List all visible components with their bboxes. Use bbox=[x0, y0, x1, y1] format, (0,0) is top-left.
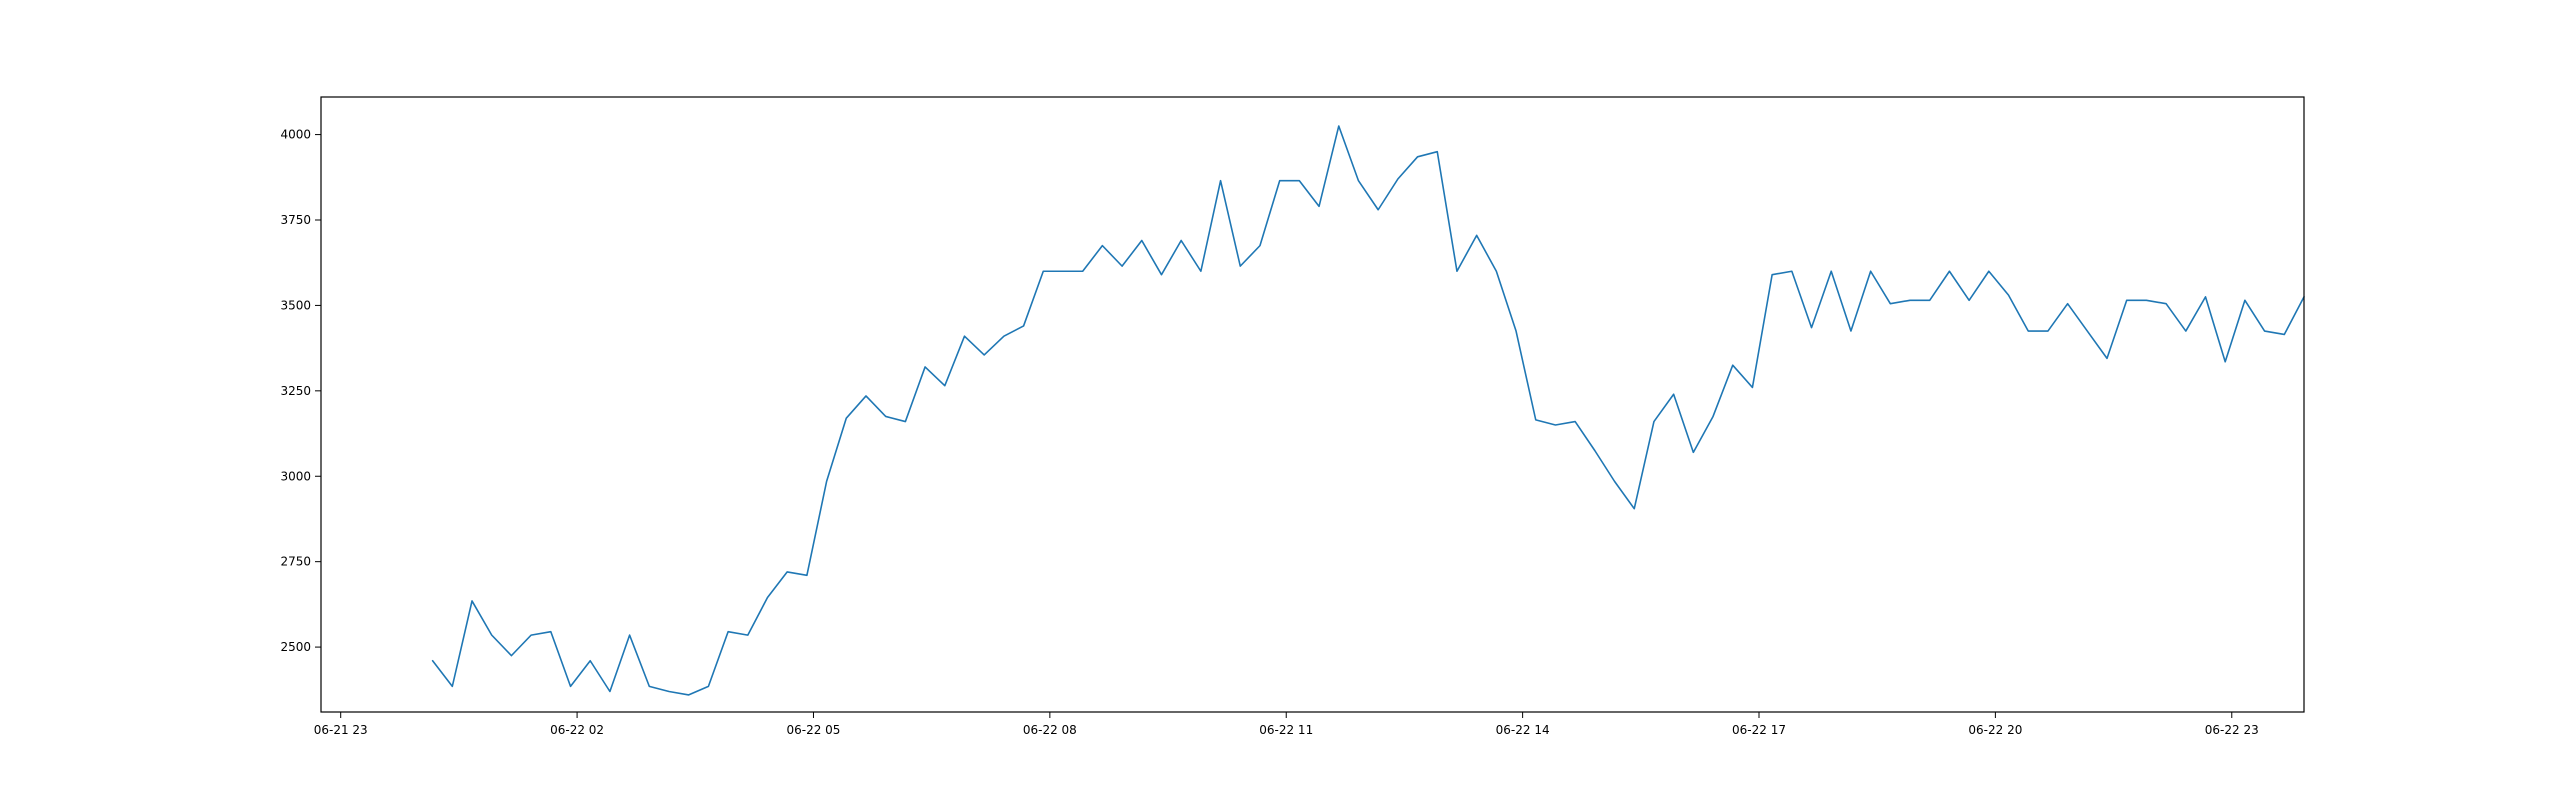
y-tick-label: 3750 bbox=[280, 213, 311, 227]
y-axis: 2500 2750 3000 3250 3500 3750 4000 bbox=[280, 128, 321, 654]
series-line bbox=[431, 125, 2305, 696]
y-tick-label: 2500 bbox=[280, 640, 311, 654]
y-tick-label: 3000 bbox=[280, 469, 311, 483]
x-tick-label: 06-22 08 bbox=[1023, 723, 1077, 737]
x-tick-label: 06-22 23 bbox=[2205, 723, 2259, 737]
x-tick-label: 06-22 17 bbox=[1732, 723, 1786, 737]
x-tick-label: 06-21 23 bbox=[314, 723, 368, 737]
y-tick-label: 3500 bbox=[280, 298, 311, 312]
plot-area-frame bbox=[320, 96, 2305, 713]
x-tick-label: 06-22 02 bbox=[550, 723, 604, 737]
x-tick-label: 06-22 11 bbox=[1259, 723, 1313, 737]
y-tick-label: 3250 bbox=[280, 384, 311, 398]
x-tick-label: 06-22 05 bbox=[786, 723, 840, 737]
y-tick-label: 2750 bbox=[280, 555, 311, 569]
y-tick-label: 4000 bbox=[280, 128, 311, 142]
x-axis: 06-21 23 06-22 02 06-22 05 06-22 08 06-22 11… bbox=[314, 712, 2259, 737]
x-tick-label: 06-22 20 bbox=[1968, 723, 2022, 737]
x-tick-label: 06-22 14 bbox=[1496, 723, 1550, 737]
series-layer bbox=[431, 125, 2305, 696]
